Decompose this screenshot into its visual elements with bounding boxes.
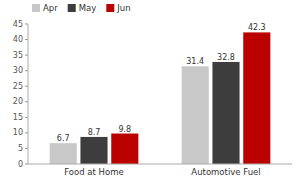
bars [50, 32, 271, 164]
bar [50, 143, 77, 164]
bar [243, 32, 270, 164]
x-tick-label: Food at Home [64, 167, 123, 177]
legend-swatch [68, 4, 76, 12]
chart-container: 0 5 10 15 20 25 30 35 40 45 6.7 31.4 8.7 32.8 9.8 42.3 F… [0, 0, 300, 182]
bar [182, 66, 209, 164]
data-labels: 6.7 31.4 8.7 32.8 9.8 42.3 [57, 23, 266, 143]
legend-label: May [79, 3, 97, 13]
data-label: 9.8 [118, 125, 131, 134]
x-axis: Food at Home Automotive Fuel [64, 167, 260, 177]
y-tick-label: 25 [13, 82, 23, 91]
bar [111, 134, 138, 164]
y-axis-line [28, 24, 29, 164]
x-axis-line [28, 164, 292, 165]
data-label: 32.8 [217, 53, 235, 62]
legend-label: Jun [116, 3, 130, 13]
data-label: 31.4 [186, 57, 204, 66]
bar [212, 62, 239, 164]
data-label: 8.7 [88, 128, 101, 137]
y-tick-label: 40 [13, 35, 23, 44]
y-tick-label: 0 [18, 160, 23, 169]
legend-swatch [32, 4, 40, 12]
data-label: 6.7 [57, 134, 70, 143]
y-tick-label: 30 [13, 66, 23, 75]
bar [80, 137, 107, 164]
y-axis: 0 5 10 15 20 25 30 35 40 45 [13, 20, 28, 169]
y-tick-label: 5 [18, 144, 23, 153]
y-tick-label: 10 [13, 128, 23, 137]
y-tick-label: 15 [13, 113, 23, 122]
chart: 0 5 10 15 20 25 30 35 40 45 6.7 31.4 8.7 32.8 9.8 42.3 F… [0, 0, 300, 182]
legend: Apr May Jun [32, 3, 131, 13]
legend-label: Apr [43, 3, 58, 13]
x-tick-label: Automotive Fuel [191, 167, 260, 177]
legend-swatch [106, 4, 114, 12]
y-tick-label: 45 [13, 20, 23, 29]
y-tick-label: 35 [13, 51, 23, 60]
data-label: 42.3 [248, 23, 266, 32]
y-tick-label: 20 [13, 97, 23, 106]
